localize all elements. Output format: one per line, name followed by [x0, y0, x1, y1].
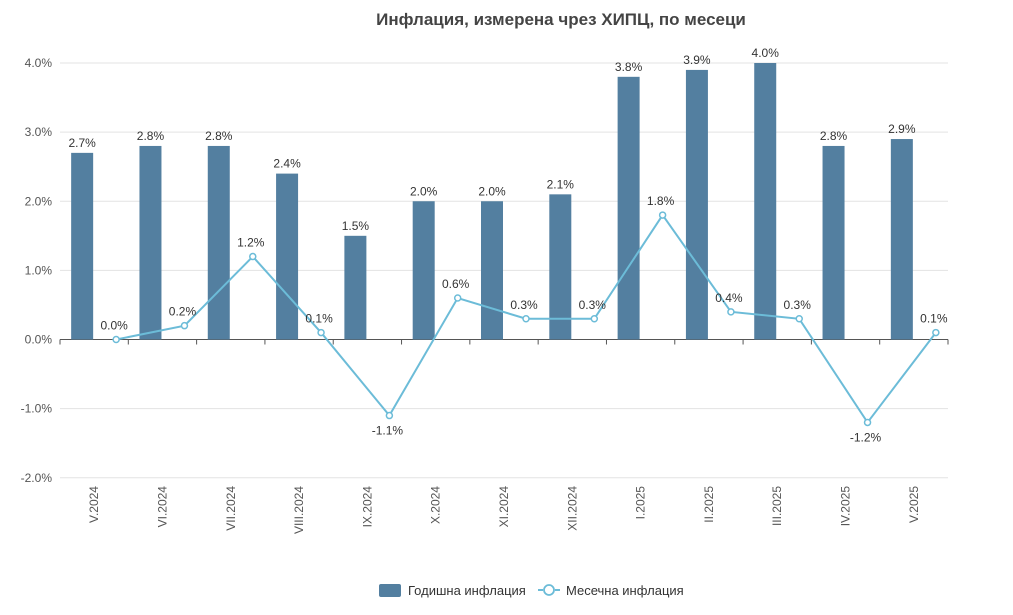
- line-point[interactable]: [658, 211, 667, 219]
- bar-data-label: 2.8%: [205, 129, 233, 143]
- bar[interactable]: [412, 201, 435, 340]
- legend-label-monthly[interactable]: Месечна инфлация: [566, 583, 684, 598]
- bar-data-label: 2.9%: [888, 122, 916, 136]
- line-point[interactable]: [727, 308, 735, 316]
- x-axis: V.2024 VI.2024 VII.2024 VIII.2024 IX.2024 X.2…: [87, 486, 921, 534]
- y-tick-label: -2.0%: [21, 471, 53, 485]
- bar-data-label: 2.8%: [137, 129, 165, 143]
- legend-swatch-monthly-marker: [543, 584, 555, 596]
- bar[interactable]: [549, 194, 572, 340]
- y-tick-label: 3.0%: [25, 125, 53, 139]
- bar-data-label: 2.1%: [547, 177, 575, 191]
- line-data-label: 0.1%: [305, 312, 333, 326]
- line-point[interactable]: [590, 315, 599, 323]
- bar[interactable]: [890, 139, 913, 340]
- x-tick-label: I.2025: [634, 486, 648, 520]
- line-data-label: 0.3%: [579, 298, 607, 312]
- line-point[interactable]: [863, 418, 872, 427]
- legend[interactable]: Годишна инфлация Месечна инфлация: [379, 583, 684, 598]
- y-tick-label: 0.0%: [25, 333, 53, 347]
- line-series: 0.0% 0.2% 1.2% 0.1% -1.1% 0.6% 0.3% 0.3% 1.8% 0.4…: [100, 194, 947, 444]
- line-point[interactable]: [795, 315, 803, 323]
- x-tick-label: IV.2025: [839, 486, 853, 527]
- line-data-label: 0.3%: [510, 298, 538, 312]
- line-data-label: 1.8%: [647, 194, 675, 208]
- bar[interactable]: [139, 145, 162, 340]
- bar[interactable]: [71, 152, 94, 340]
- y-tick-label: 2.0%: [25, 194, 53, 208]
- x-tick-label: XII.2024: [565, 486, 579, 531]
- bar[interactable]: [207, 145, 230, 340]
- line-data-label: 0.3%: [784, 298, 812, 312]
- bar-data-label: 2.8%: [820, 129, 848, 143]
- line-point[interactable]: [112, 335, 120, 344]
- bar-data-label: 2.7%: [68, 136, 96, 150]
- line-data-label: -1.1%: [372, 424, 404, 438]
- x-tick-label: X.2024: [429, 486, 443, 524]
- bar[interactable]: [685, 69, 708, 340]
- x-tick-label: V.2025: [907, 486, 921, 523]
- line-point[interactable]: [453, 294, 462, 302]
- y-tick-label: 4.0%: [25, 56, 53, 70]
- x-tick-label: VI.2024: [155, 486, 169, 528]
- bar-data-label: 3.8%: [615, 60, 643, 74]
- line-data-label: 0.6%: [442, 277, 470, 291]
- line-data-label: 0.0%: [100, 319, 128, 333]
- bar[interactable]: [822, 145, 845, 340]
- x-tick-label: II.2025: [702, 486, 716, 523]
- y-axis: 4.0% 3.0% 2.0% 1.0% 0.0% -1.0% -2.0%: [21, 56, 53, 485]
- line-point[interactable]: [932, 328, 940, 337]
- y-tick-label: -1.0%: [21, 402, 53, 416]
- line-point[interactable]: [249, 252, 257, 261]
- chart-title: Инфлация, измерена чрез ХИПЦ, по месеци: [376, 10, 746, 29]
- line-data-label: -1.2%: [850, 430, 882, 444]
- x-tick-label: VII.2024: [224, 486, 238, 531]
- bar-series: 2.7% 2.8% 2.8% 2.4% 1.5% 2.0% 2.0% 2.1% 3.8% 3.9%…: [68, 46, 916, 340]
- legend-swatch-annual: [379, 584, 401, 597]
- y-tick-label: 1.0%: [25, 263, 53, 277]
- x-tick-label: VIII.2024: [292, 486, 306, 534]
- bar[interactable]: [754, 63, 777, 340]
- line-data-label: 0.1%: [920, 312, 948, 326]
- bar-data-label: 2.4%: [273, 157, 301, 171]
- bar[interactable]: [617, 76, 640, 340]
- x-tick-label: III.2025: [770, 486, 784, 526]
- line-point[interactable]: [385, 411, 394, 420]
- line-point[interactable]: [317, 328, 325, 337]
- bar-data-label: 2.0%: [410, 184, 438, 198]
- line-data-label: 1.2%: [237, 236, 265, 250]
- line-point[interactable]: [180, 321, 189, 330]
- bar-data-label: 4.0%: [752, 46, 780, 60]
- line-data-label: 0.2%: [169, 305, 197, 319]
- line-point[interactable]: [522, 315, 530, 323]
- grid-layer: [59, 62, 949, 479]
- bar-data-label: 3.9%: [683, 53, 711, 67]
- legend-label-annual[interactable]: Годишна инфлация: [408, 583, 526, 598]
- x-tick-label: XI.2024: [497, 486, 511, 528]
- x-tick-label: V.2024: [87, 486, 101, 523]
- bar[interactable]: [276, 173, 299, 340]
- line-data-label: 0.4%: [715, 291, 743, 305]
- bar[interactable]: [481, 201, 503, 340]
- bar-data-label: 1.5%: [342, 219, 370, 233]
- bar[interactable]: [344, 235, 367, 340]
- x-tick-label: IX.2024: [360, 486, 374, 528]
- bar-data-label: 2.0%: [478, 184, 506, 198]
